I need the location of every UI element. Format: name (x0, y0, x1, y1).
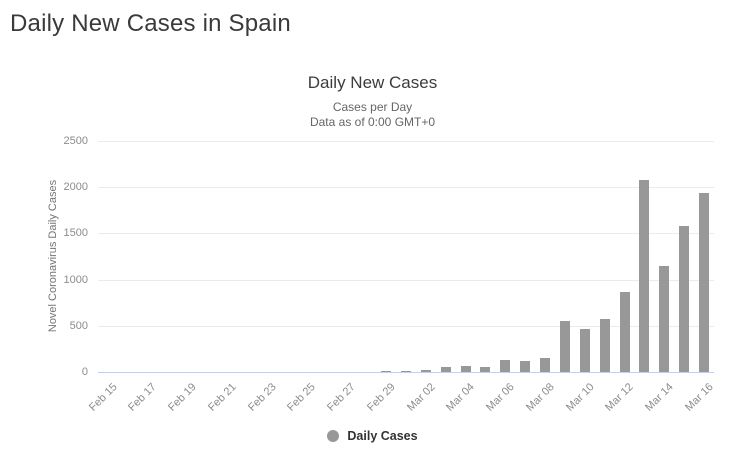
bar[interactable] (599, 318, 610, 372)
gridline (98, 187, 714, 189)
x-tick-label: Mar 04 (444, 381, 478, 414)
legend-item-daily-cases[interactable]: Daily Cases (0, 429, 745, 443)
y-tick-label: 1500 (63, 227, 88, 240)
bar[interactable] (559, 321, 570, 372)
x-tick-label: Mar 02 (404, 381, 438, 414)
bar[interactable] (540, 357, 551, 372)
bar[interactable] (381, 370, 392, 372)
bar[interactable] (520, 361, 531, 372)
bar[interactable] (440, 367, 451, 372)
x-tick-label: Mar 08 (523, 381, 557, 414)
gridline (98, 141, 714, 142)
bar[interactable] (679, 226, 690, 372)
x-tick-label: Feb 17 (126, 381, 160, 414)
page-title: Daily New Cases in Spain (10, 10, 291, 37)
gridline (98, 279, 714, 281)
x-tick-label: Mar 16 (682, 381, 716, 414)
gridline (98, 233, 714, 235)
bar[interactable] (639, 179, 650, 372)
bar[interactable] (401, 370, 411, 372)
y-tick-label: 2000 (63, 181, 88, 194)
x-tick-label: Feb 27 (325, 381, 358, 414)
x-tick-label: Feb 19 (166, 381, 199, 414)
bar[interactable] (420, 369, 431, 372)
chart-subtitle-line2: Data as of 0:00 GMT+0 (309, 115, 436, 129)
x-tick-label: Mar 14 (643, 381, 676, 414)
x-tick-label: Mar 12 (603, 381, 637, 414)
x-tick-label: Mar 06 (484, 381, 517, 414)
chart-subtitle-line1: Cases per Day (332, 100, 413, 114)
bar[interactable] (659, 265, 670, 372)
y-tick-label: 500 (69, 319, 88, 332)
legend-label: Daily Cases (347, 429, 418, 443)
bar[interactable] (480, 366, 491, 372)
x-tick-label: Feb 25 (285, 381, 319, 414)
x-tick-label: Feb 15 (86, 381, 120, 414)
y-tick-label: 0 (81, 366, 88, 378)
x-tick-label: Feb 21 (205, 381, 239, 414)
chart-title: Daily New Cases (307, 73, 438, 92)
bar[interactable] (619, 292, 630, 372)
bar[interactable] (699, 192, 710, 372)
legend-marker-icon (327, 430, 340, 442)
bar[interactable] (460, 365, 471, 372)
bar[interactable] (500, 360, 511, 372)
x-tick-label: Mar 10 (563, 381, 597, 414)
bar[interactable] (579, 329, 590, 372)
y-tick-label: 2500 (63, 135, 88, 147)
x-axis-line (98, 372, 714, 373)
y-tick-label: 1000 (63, 273, 88, 286)
x-tick-label: Feb 29 (364, 381, 398, 414)
gridline (98, 325, 714, 327)
x-tick-label: Feb 23 (245, 381, 279, 414)
